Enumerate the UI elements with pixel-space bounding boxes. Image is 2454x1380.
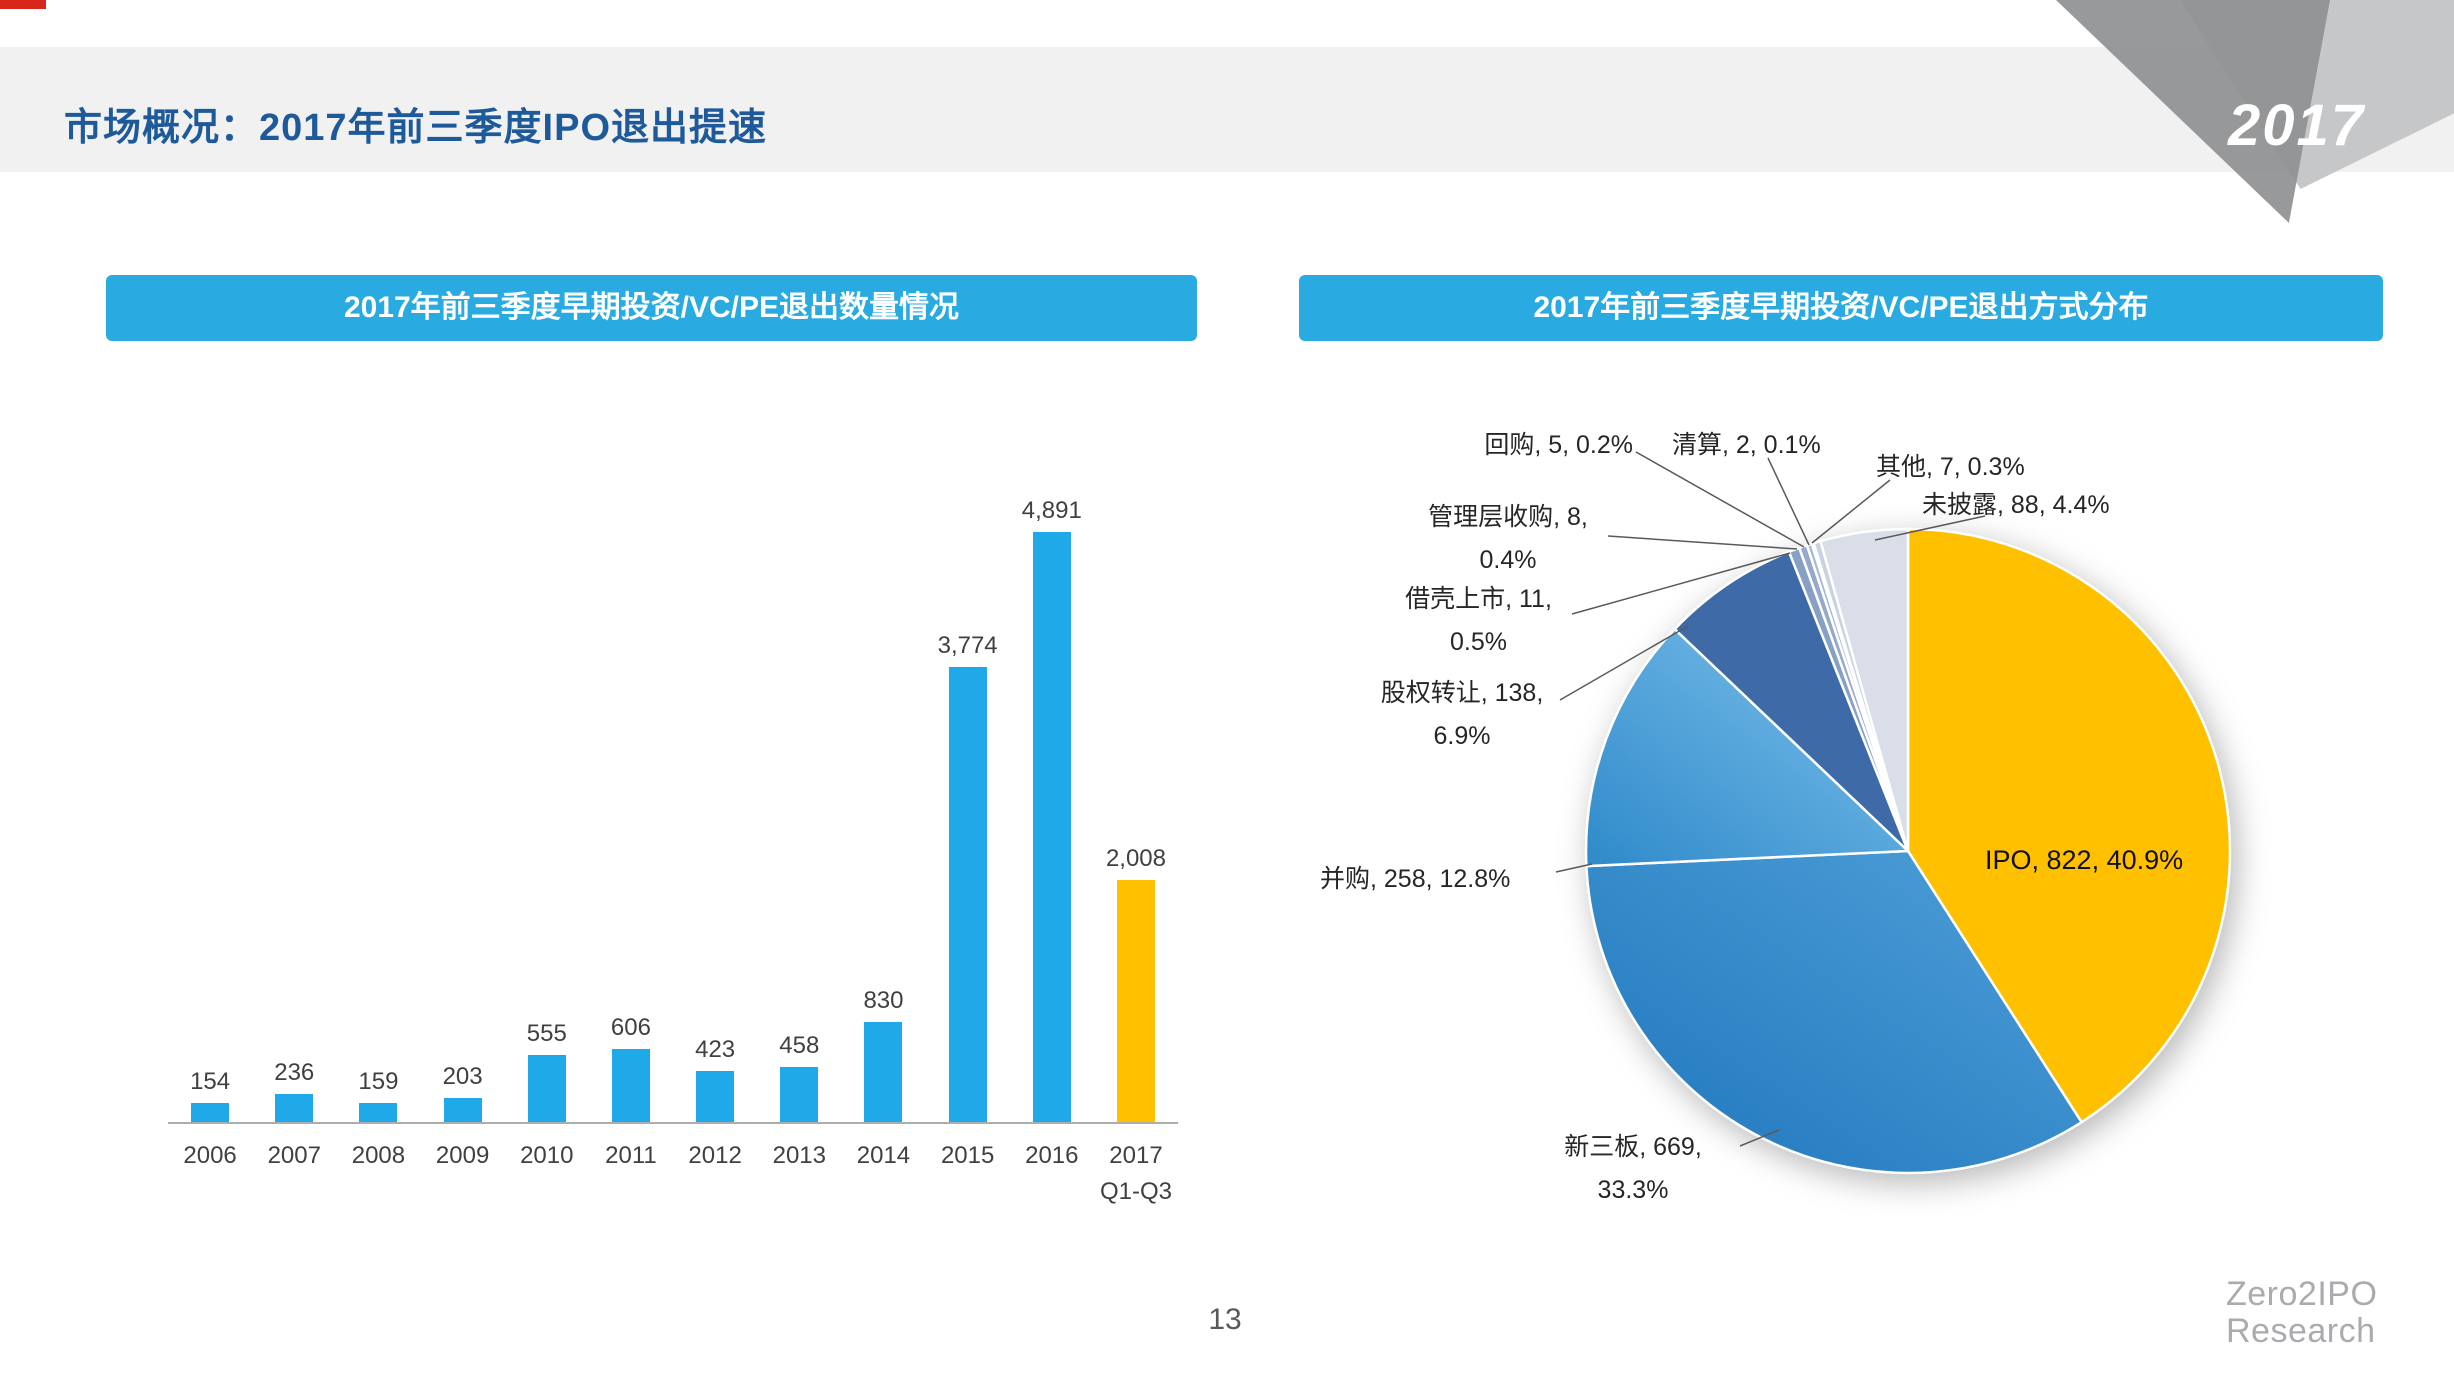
bar-2009 <box>443 1098 482 1122</box>
bar-value-label: 159 <box>358 1068 399 1095</box>
page-number: 13 <box>1208 1303 1242 1336</box>
pie-label-equity-transfer: 股权转让, 138, 6.9% <box>1380 679 1544 750</box>
bar-2015 <box>948 667 987 1122</box>
pie-chart <box>1584 527 2232 1175</box>
pie-label-ipo: IPO, 822, 40.9% <box>1985 845 2184 875</box>
bar-column: 555 <box>505 1020 589 1122</box>
bar-column: 423 <box>673 1036 757 1122</box>
bar-value-label: 236 <box>274 1059 315 1086</box>
bar-column: 458 <box>757 1032 841 1122</box>
bar-value-label: 3,774 <box>937 632 998 659</box>
bar-value-label: 203 <box>442 1063 483 1090</box>
pie-label-mbo: 管理层收购, 8, 0.4% <box>1428 503 1588 574</box>
pie-label-buyback: 回购, 5, 0.2% <box>1484 431 1633 459</box>
bar-category-label: 2008 <box>351 1142 406 1169</box>
pie-slice-ipo <box>1906 527 2232 1124</box>
bar-column: 159 <box>336 1068 420 1122</box>
pie-chart-title: 2017年前三季度早期投资/VC/PE退出方式分布 <box>1299 275 2383 341</box>
bar-category-label: 2017 Q1-Q3 <box>1099 1142 1172 1205</box>
bar-2008 <box>359 1103 398 1122</box>
bar-category-label: 2012 <box>688 1142 742 1169</box>
bar-2011 <box>611 1049 650 1122</box>
page-title: 市场概况：2017年前三季度IPO退出提速 <box>64 107 767 149</box>
bar-chart: 154 236 159 203 555 606 423 458 830 3,774 4,891 2,0… <box>168 474 1178 1124</box>
pie-label-new-third-board: 新三板, 669, 33.3% <box>1564 1133 1702 1204</box>
pie-label-ma: 并购, 258, 12.8% <box>1320 865 1511 893</box>
logo-line2: Research <box>2226 1312 2376 1351</box>
bar-column: 830 <box>841 987 925 1122</box>
logo-zero2ipo: Zero2IPO Research <box>2226 1275 2378 1351</box>
bar-value-label: 4,891 <box>1021 497 1082 524</box>
bar-2012 <box>696 1071 735 1122</box>
bar-value-label: 458 <box>779 1032 820 1059</box>
pie-label-backdoor-listing: 借壳上市, 11, 0.5% <box>1405 585 1552 656</box>
bar-column: 3,774 <box>926 632 1010 1122</box>
pie-label-other: 其他, 7, 0.3% <box>1876 453 2025 481</box>
bar-column: 203 <box>421 1063 505 1122</box>
bar-column: 606 <box>589 1014 673 1122</box>
year-badge: 2017 <box>2228 93 2366 158</box>
bar-2017 <box>1116 880 1155 1122</box>
bar-column: 236 <box>252 1059 336 1122</box>
bar-chart-category-axis: 2006 2007 2008 2009 2010 2011 2012 2013 2014 2015… <box>168 1138 1178 1210</box>
bar-value-label: 2,008 <box>1105 845 1166 872</box>
bar-category-label: 2010 <box>520 1142 574 1169</box>
bar-2013 <box>780 1067 819 1122</box>
bar-category-label: 2007 <box>267 1142 321 1169</box>
pie-label-undisclosed: 未披露, 88, 4.4% <box>1922 491 2110 519</box>
bar-column: 154 <box>168 1068 252 1122</box>
red-accent-bar <box>0 0 46 9</box>
bar-category-label: 2015 <box>940 1142 995 1169</box>
bar-category-label: 2013 <box>772 1142 826 1169</box>
bar-category-label: 2016 <box>1025 1142 1079 1169</box>
bar-column: 4,891 <box>1010 497 1094 1122</box>
pie-label-liquidation: 清算, 2, 0.1% <box>1672 431 1821 459</box>
bar-chart-title: 2017年前三季度早期投资/VC/PE退出数量情况 <box>106 275 1197 341</box>
bar-category-label: 2006 <box>183 1142 237 1169</box>
bar-category-label: 2011 <box>605 1142 657 1169</box>
bar-value-label: 154 <box>190 1068 231 1095</box>
bar-value-label: 423 <box>695 1036 736 1063</box>
logo-line1: Zero2IPO <box>2226 1275 2378 1313</box>
bar-2010 <box>527 1055 566 1122</box>
bar-2007 <box>275 1094 314 1122</box>
bar-value-label: 830 <box>863 987 904 1014</box>
bar-value-label: 606 <box>610 1014 651 1041</box>
bar-2006 <box>191 1103 230 1122</box>
bar-category-label: 2014 <box>856 1142 911 1169</box>
header-band <box>0 47 2454 172</box>
bar-2014 <box>864 1022 903 1122</box>
bar-category-label: 2009 <box>435 1142 490 1169</box>
bar-column: 2,008 <box>1094 845 1178 1122</box>
bar-value-label: 555 <box>526 1020 567 1047</box>
bar-2016 <box>1032 532 1071 1122</box>
